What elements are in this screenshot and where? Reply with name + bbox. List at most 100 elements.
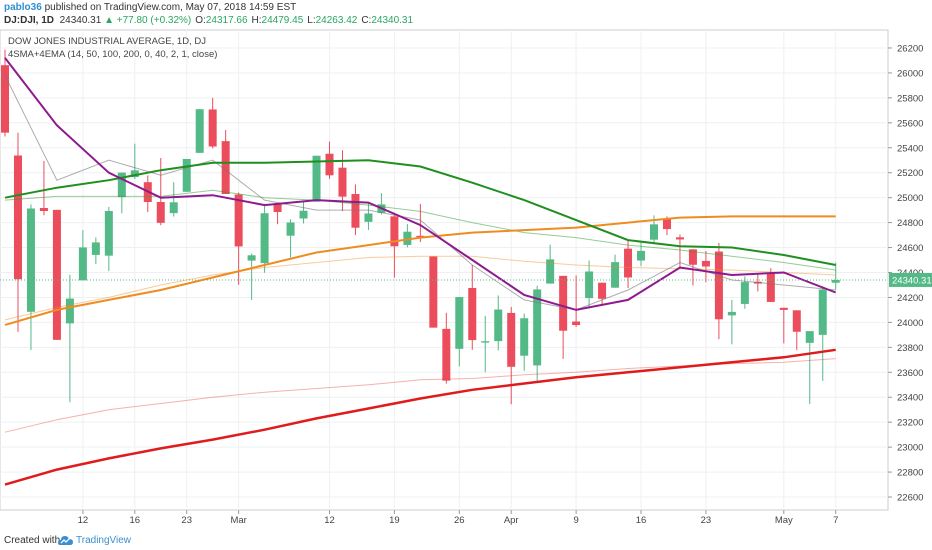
candle-body [78,247,87,281]
ohlc-label: L: [307,15,316,26]
candle-body [650,224,658,240]
candle-body [156,202,165,223]
y-tick-label: 25000 [897,193,923,204]
y-tick-label: 23400 [897,393,923,404]
candle-body [1,65,9,133]
x-tick-label: 23 [701,515,712,526]
last: 24340.31 [59,15,102,26]
candle-body [273,203,282,212]
y-tick-label: 24800 [897,218,923,229]
y-tick-label: 24600 [897,243,923,254]
candle-body [779,307,788,310]
candle-body [429,256,438,328]
candle-body [442,328,451,381]
candle-body [546,259,555,284]
candle-body [221,141,230,195]
candle-body [338,167,347,197]
candle-body [468,287,477,341]
moving-average [4,75,836,311]
x-tick-label: 12 [324,515,335,526]
candle-body [26,208,35,312]
candle-body [130,170,139,178]
footer: Created with TradingView [0,530,932,550]
candle-body [195,109,204,153]
symbol: DJ:DJI, 1D [4,15,55,26]
candle-body [416,235,425,238]
candle-body [766,273,775,302]
candle-body [559,275,568,331]
moving-average [4,215,836,326]
x-tick-label: 26 [454,515,465,526]
created-with: Created with [4,535,61,546]
y-tick-label: 23000 [897,443,923,454]
x-tick-label: 23 [181,515,192,526]
candle-body [688,249,697,265]
y-tick-label: 25400 [897,143,923,154]
candle-body [182,158,191,192]
candle-body [299,210,308,219]
plot-area [0,29,889,511]
candle-body [624,248,633,278]
candle-body [585,271,594,299]
x-tick-label: May [775,515,793,526]
candle-body [598,282,607,299]
y-tick-label: 25200 [897,168,923,179]
ohlc-label: H: [251,15,262,26]
moving-average [4,159,836,266]
x-tick-label: Mar [230,515,246,526]
y-tick-label: 22800 [897,468,923,479]
candle-body [572,321,581,326]
brand: TradingView [76,535,132,546]
ohlc-value: 24317.66 [205,15,248,26]
candle-body [208,109,217,147]
candle-body [91,242,100,255]
candle-body [481,341,490,343]
y-tick-label: 23800 [897,343,923,354]
candle-body [740,282,749,304]
x-tick-label: 19 [389,515,400,526]
candle-body [39,208,48,211]
candle-body [234,194,243,247]
candle-body [325,153,334,176]
candle-body [507,312,516,367]
published: published on TradingView.com, May 07, 20… [44,2,297,13]
moving-average [4,348,836,486]
candle-body [818,289,827,335]
candle-body [364,213,373,222]
ohlc-value: 24340.31 [371,15,414,26]
y-tick-label: 25600 [897,118,923,129]
publish-line: pablo36 published on TradingView.com, Ma… [4,2,296,13]
candle-body [286,222,295,236]
moving-average [4,57,837,311]
quote-line: DJ:DJI, 1D 24340.31 ▲ +77.80 (+0.32%) O:2… [4,15,413,26]
x-tick-label: Apr [504,515,519,526]
ohlc-label: O: [195,15,206,26]
x-tick-label: 7 [833,515,838,526]
candle-body [312,155,321,202]
chart-title: DOW JONES INDUSTRIAL AVERAGE, 1D, DJ [8,36,206,47]
x-tick-label: 16 [130,515,141,526]
x-tick-label: 9 [573,515,578,526]
y-tick-label: 26000 [897,68,923,79]
y-tick-label: 22600 [897,493,923,504]
chart-subtitle: 4SMA+4EMA (14, 50, 100, 200, 0, 40, 2, 1… [8,49,217,60]
candle-body [455,297,464,349]
author: pablo36 [4,2,42,13]
candle-body [637,250,646,261]
last-price-tag [889,272,932,287]
candle-body [805,331,814,343]
ohlc-value: 24479.45 [261,15,304,26]
y-tick-label: 25800 [897,93,923,104]
y-tick-label: 26200 [897,43,923,54]
ohlc-label: C: [361,15,372,26]
ohlc-value: 24263.42 [315,15,358,26]
candle-body [104,210,113,256]
logo [58,536,73,545]
candle-body [52,209,61,340]
candle-body [494,309,503,342]
candle-body [831,279,840,283]
candle-body [701,260,710,267]
candle-body [714,251,723,320]
y-tick-label: 23200 [897,418,923,429]
